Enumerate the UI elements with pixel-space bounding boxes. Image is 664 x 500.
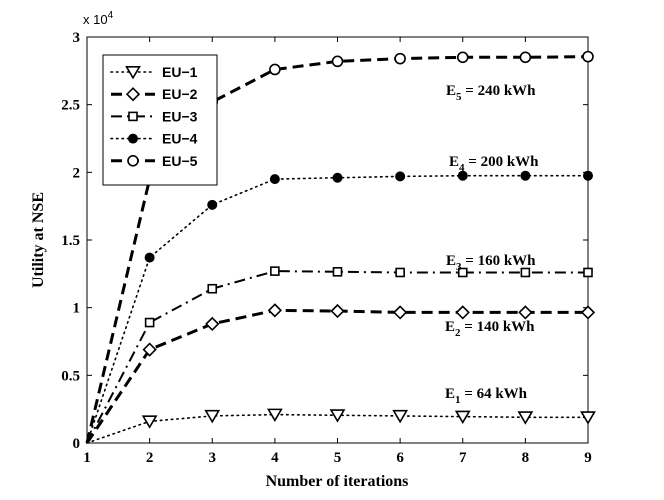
energy-annotation-5: E5 = 240 kWh bbox=[446, 83, 536, 103]
data-point-eu-4 bbox=[207, 199, 218, 210]
energy-annotation-3: E3 = 160 kWh bbox=[446, 253, 536, 273]
data-point-eu-3 bbox=[583, 267, 593, 278]
legend-label-eu-2: EU−2 bbox=[162, 86, 198, 102]
data-point-eu-3 bbox=[207, 283, 218, 294]
x-tick-label: 8 bbox=[522, 450, 530, 466]
legend-marker-eu-4 bbox=[128, 133, 139, 144]
data-point-eu-4 bbox=[395, 171, 406, 182]
data-point-eu-2 bbox=[392, 305, 408, 320]
legend-label-eu-1: EU−1 bbox=[162, 64, 198, 80]
y-multiplier-base: x 10 bbox=[83, 12, 108, 27]
data-point-eu-4 bbox=[457, 170, 468, 181]
annotation-value: = 240 kWh bbox=[462, 83, 537, 99]
legend-marker-eu-2 bbox=[125, 87, 141, 102]
annotation-symbol: E bbox=[446, 83, 456, 99]
annotation-symbol: E bbox=[445, 319, 455, 335]
data-point-eu-1 bbox=[204, 409, 221, 424]
data-point-eu-3 bbox=[270, 266, 280, 276]
annotation-subscript: 1 bbox=[455, 394, 461, 406]
data-point-eu-3 bbox=[395, 267, 405, 278]
y-tick-label: 1.5 bbox=[61, 233, 80, 249]
data-point-eu-1 bbox=[141, 415, 158, 429]
legend-marker-eu-3 bbox=[128, 111, 138, 122]
data-point-eu-5 bbox=[331, 55, 344, 68]
data-point-eu-5 bbox=[394, 52, 406, 65]
y-multiplier-exponent: 4 bbox=[108, 10, 114, 21]
data-point-eu-4 bbox=[144, 252, 155, 263]
data-point-eu-3 bbox=[520, 267, 531, 278]
energy-annotation-1: E1 = 64 kWh bbox=[445, 386, 528, 406]
legend-marker-eu-5 bbox=[127, 155, 139, 167]
x-tick-label: 4 bbox=[271, 450, 279, 466]
data-point-eu-4 bbox=[582, 170, 593, 181]
y-multiplier: x 104 bbox=[83, 10, 114, 27]
data-point-eu-1 bbox=[392, 409, 409, 424]
data-point-eu-3 bbox=[332, 267, 343, 277]
energy-annotation-2: E2 = 140 kWh bbox=[445, 319, 535, 339]
data-point-eu-5 bbox=[519, 51, 532, 64]
data-point-eu-3 bbox=[144, 317, 155, 328]
annotation-subscript: 4 bbox=[459, 162, 465, 174]
data-point-eu-4 bbox=[332, 172, 343, 183]
x-tick-label: 7 bbox=[459, 450, 467, 466]
annotation-value: = 64 kWh bbox=[461, 386, 528, 402]
data-point-eu-4 bbox=[269, 174, 280, 185]
data-point-eu-5 bbox=[456, 51, 469, 64]
energy-annotation-4: E4 = 200 kWh bbox=[449, 154, 539, 174]
y-axis-label: Utility at NSE bbox=[30, 192, 47, 288]
annotation-value: = 160 kWh bbox=[462, 253, 537, 269]
legend-box bbox=[102, 54, 218, 186]
data-point-eu-2 bbox=[267, 303, 283, 318]
y-tick-label: 3 bbox=[73, 30, 81, 46]
legend-marker-eu-1 bbox=[125, 66, 141, 80]
x-tick-label: 9 bbox=[584, 450, 592, 466]
data-point-eu-1 bbox=[580, 411, 596, 425]
x-tick-label: 2 bbox=[146, 450, 154, 466]
data-point-eu-4 bbox=[520, 170, 531, 181]
annotation-subscript: 5 bbox=[456, 91, 462, 103]
y-tick-label: 2 bbox=[73, 165, 81, 181]
data-point-eu-1 bbox=[454, 410, 471, 425]
y-tick-label: 1 bbox=[73, 301, 81, 317]
annotation-symbol: E bbox=[449, 154, 459, 170]
annotation-value: = 140 kWh bbox=[461, 319, 536, 335]
y-tick-label: 0.5 bbox=[61, 368, 80, 384]
data-point-eu-2 bbox=[518, 305, 533, 320]
legend: EU−1 EU−2 EU−3 EU−4 EU−5 bbox=[102, 54, 218, 186]
data-point-eu-1 bbox=[329, 409, 346, 423]
series-line-eu-5 bbox=[85, 55, 589, 444]
y-tick-label: 0 bbox=[73, 436, 81, 452]
data-point-eu-5 bbox=[582, 50, 594, 63]
x-tick-label: 3 bbox=[209, 450, 217, 466]
legend-label-eu-5: EU−5 bbox=[162, 153, 198, 169]
data-point-eu-2 bbox=[142, 342, 157, 357]
ticks: 1 2 3 4 5 6 7 8 9 0 0.5 1 1.5 2 2.5 3 bbox=[61, 30, 592, 466]
data-point-eu-2 bbox=[330, 303, 345, 319]
annotation-symbol: E bbox=[445, 386, 455, 402]
annotation-value: = 200 kWh bbox=[465, 154, 540, 170]
data-point-eu-2 bbox=[205, 316, 220, 332]
data-point-eu-3 bbox=[457, 267, 468, 278]
x-tick-label: 1 bbox=[83, 450, 91, 466]
legend-label-eu-3: EU−3 bbox=[162, 108, 198, 124]
data-point-eu-2 bbox=[580, 305, 596, 320]
x-tick-label: 6 bbox=[396, 450, 404, 466]
data-point-eu-5 bbox=[269, 63, 281, 76]
legend-label-eu-4: EU−4 bbox=[162, 131, 198, 147]
x-axis-label: Number of iterations bbox=[266, 473, 409, 490]
y-tick-label: 2.5 bbox=[61, 98, 80, 114]
data-point-eu-2 bbox=[455, 305, 470, 320]
annotation-symbol: E bbox=[446, 253, 456, 269]
annotation-subscript: 2 bbox=[455, 327, 461, 339]
annotation-subscript: 3 bbox=[456, 261, 462, 273]
x-tick-label: 5 bbox=[334, 450, 342, 466]
data-point-eu-1 bbox=[266, 408, 283, 423]
data-point-eu-1 bbox=[517, 411, 534, 425]
